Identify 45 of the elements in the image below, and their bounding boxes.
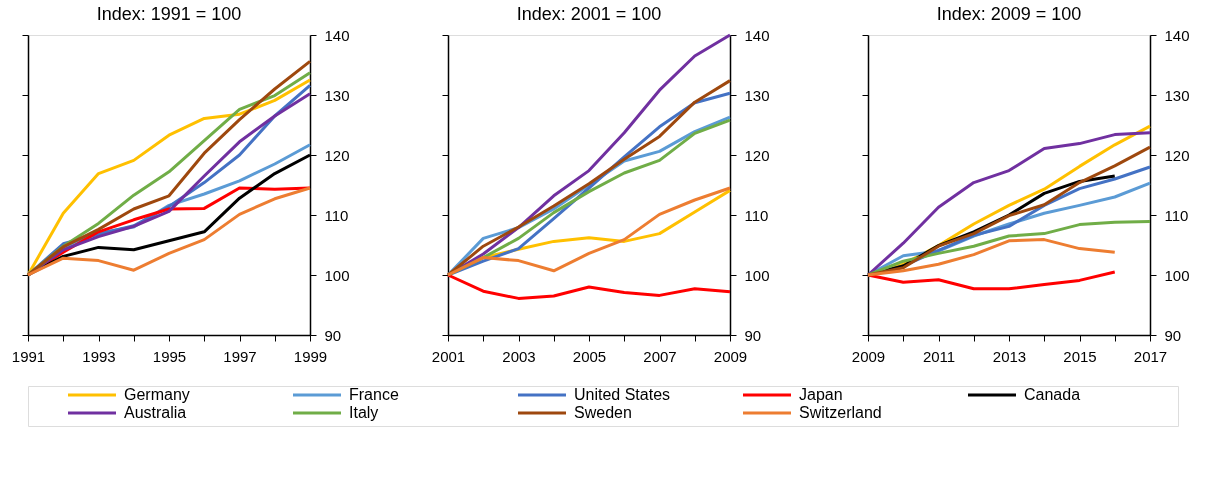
y-tick-label: 120 <box>1164 146 1190 164</box>
y-tick-label: 140 <box>1164 26 1190 44</box>
y-tick-label: 110 <box>324 206 349 224</box>
chart-title: Index: 1991 = 100 <box>96 4 242 24</box>
legend-label: Switzerland <box>799 404 882 421</box>
legend-label: Australia <box>124 404 187 421</box>
y-tick-label: 90 <box>1164 326 1182 344</box>
x-tick-label: 1995 <box>152 347 187 365</box>
legend-label: Sweden <box>574 404 632 421</box>
y-tick-label: 130 <box>744 86 770 104</box>
x-tick-label: 1997 <box>223 347 257 365</box>
y-tick-label: 140 <box>324 26 350 44</box>
x-tick-label: 2013 <box>992 347 1027 365</box>
legend-label: Canada <box>1024 386 1081 403</box>
x-tick-label: 2007 <box>643 347 677 365</box>
y-tick-label: 90 <box>324 326 342 344</box>
y-tick-label: 130 <box>1164 86 1190 104</box>
x-tick-label: 2017 <box>1133 347 1168 365</box>
x-tick-label: 2001 <box>431 347 466 365</box>
x-tick-label: 2003 <box>502 347 536 365</box>
x-tick-label: 2005 <box>572 347 607 365</box>
x-tick-label: 2009 <box>851 347 886 365</box>
x-tick-label: 2009 <box>713 347 748 365</box>
legend-label: United States <box>574 386 671 403</box>
x-tick-label: 1991 <box>11 347 46 365</box>
y-tick-label: 130 <box>324 86 350 104</box>
x-tick-label: 1999 <box>293 347 328 365</box>
legend-label: Japan <box>799 386 843 403</box>
y-tick-label: 100 <box>324 266 350 284</box>
y-tick-label: 90 <box>744 326 762 344</box>
y-tick-label: 120 <box>324 146 350 164</box>
chart-title: Index: 2001 = 100 <box>516 4 662 24</box>
x-tick-label: 2015 <box>1063 347 1097 365</box>
y-tick-label: 140 <box>744 26 770 44</box>
legend-label: France <box>349 386 399 403</box>
legend-label: Germany <box>124 386 190 403</box>
chart-title: Index: 2009 = 100 <box>936 4 1082 24</box>
y-tick-label: 120 <box>744 146 770 164</box>
x-tick-label: 1993 <box>82 347 116 365</box>
y-tick-label: 110 <box>1164 206 1189 224</box>
legend-label: Italy <box>349 404 379 421</box>
x-tick-label: 2011 <box>922 347 956 365</box>
y-tick-label: 100 <box>1164 266 1190 284</box>
y-tick-label: 100 <box>744 266 770 284</box>
y-tick-label: 110 <box>744 206 769 224</box>
